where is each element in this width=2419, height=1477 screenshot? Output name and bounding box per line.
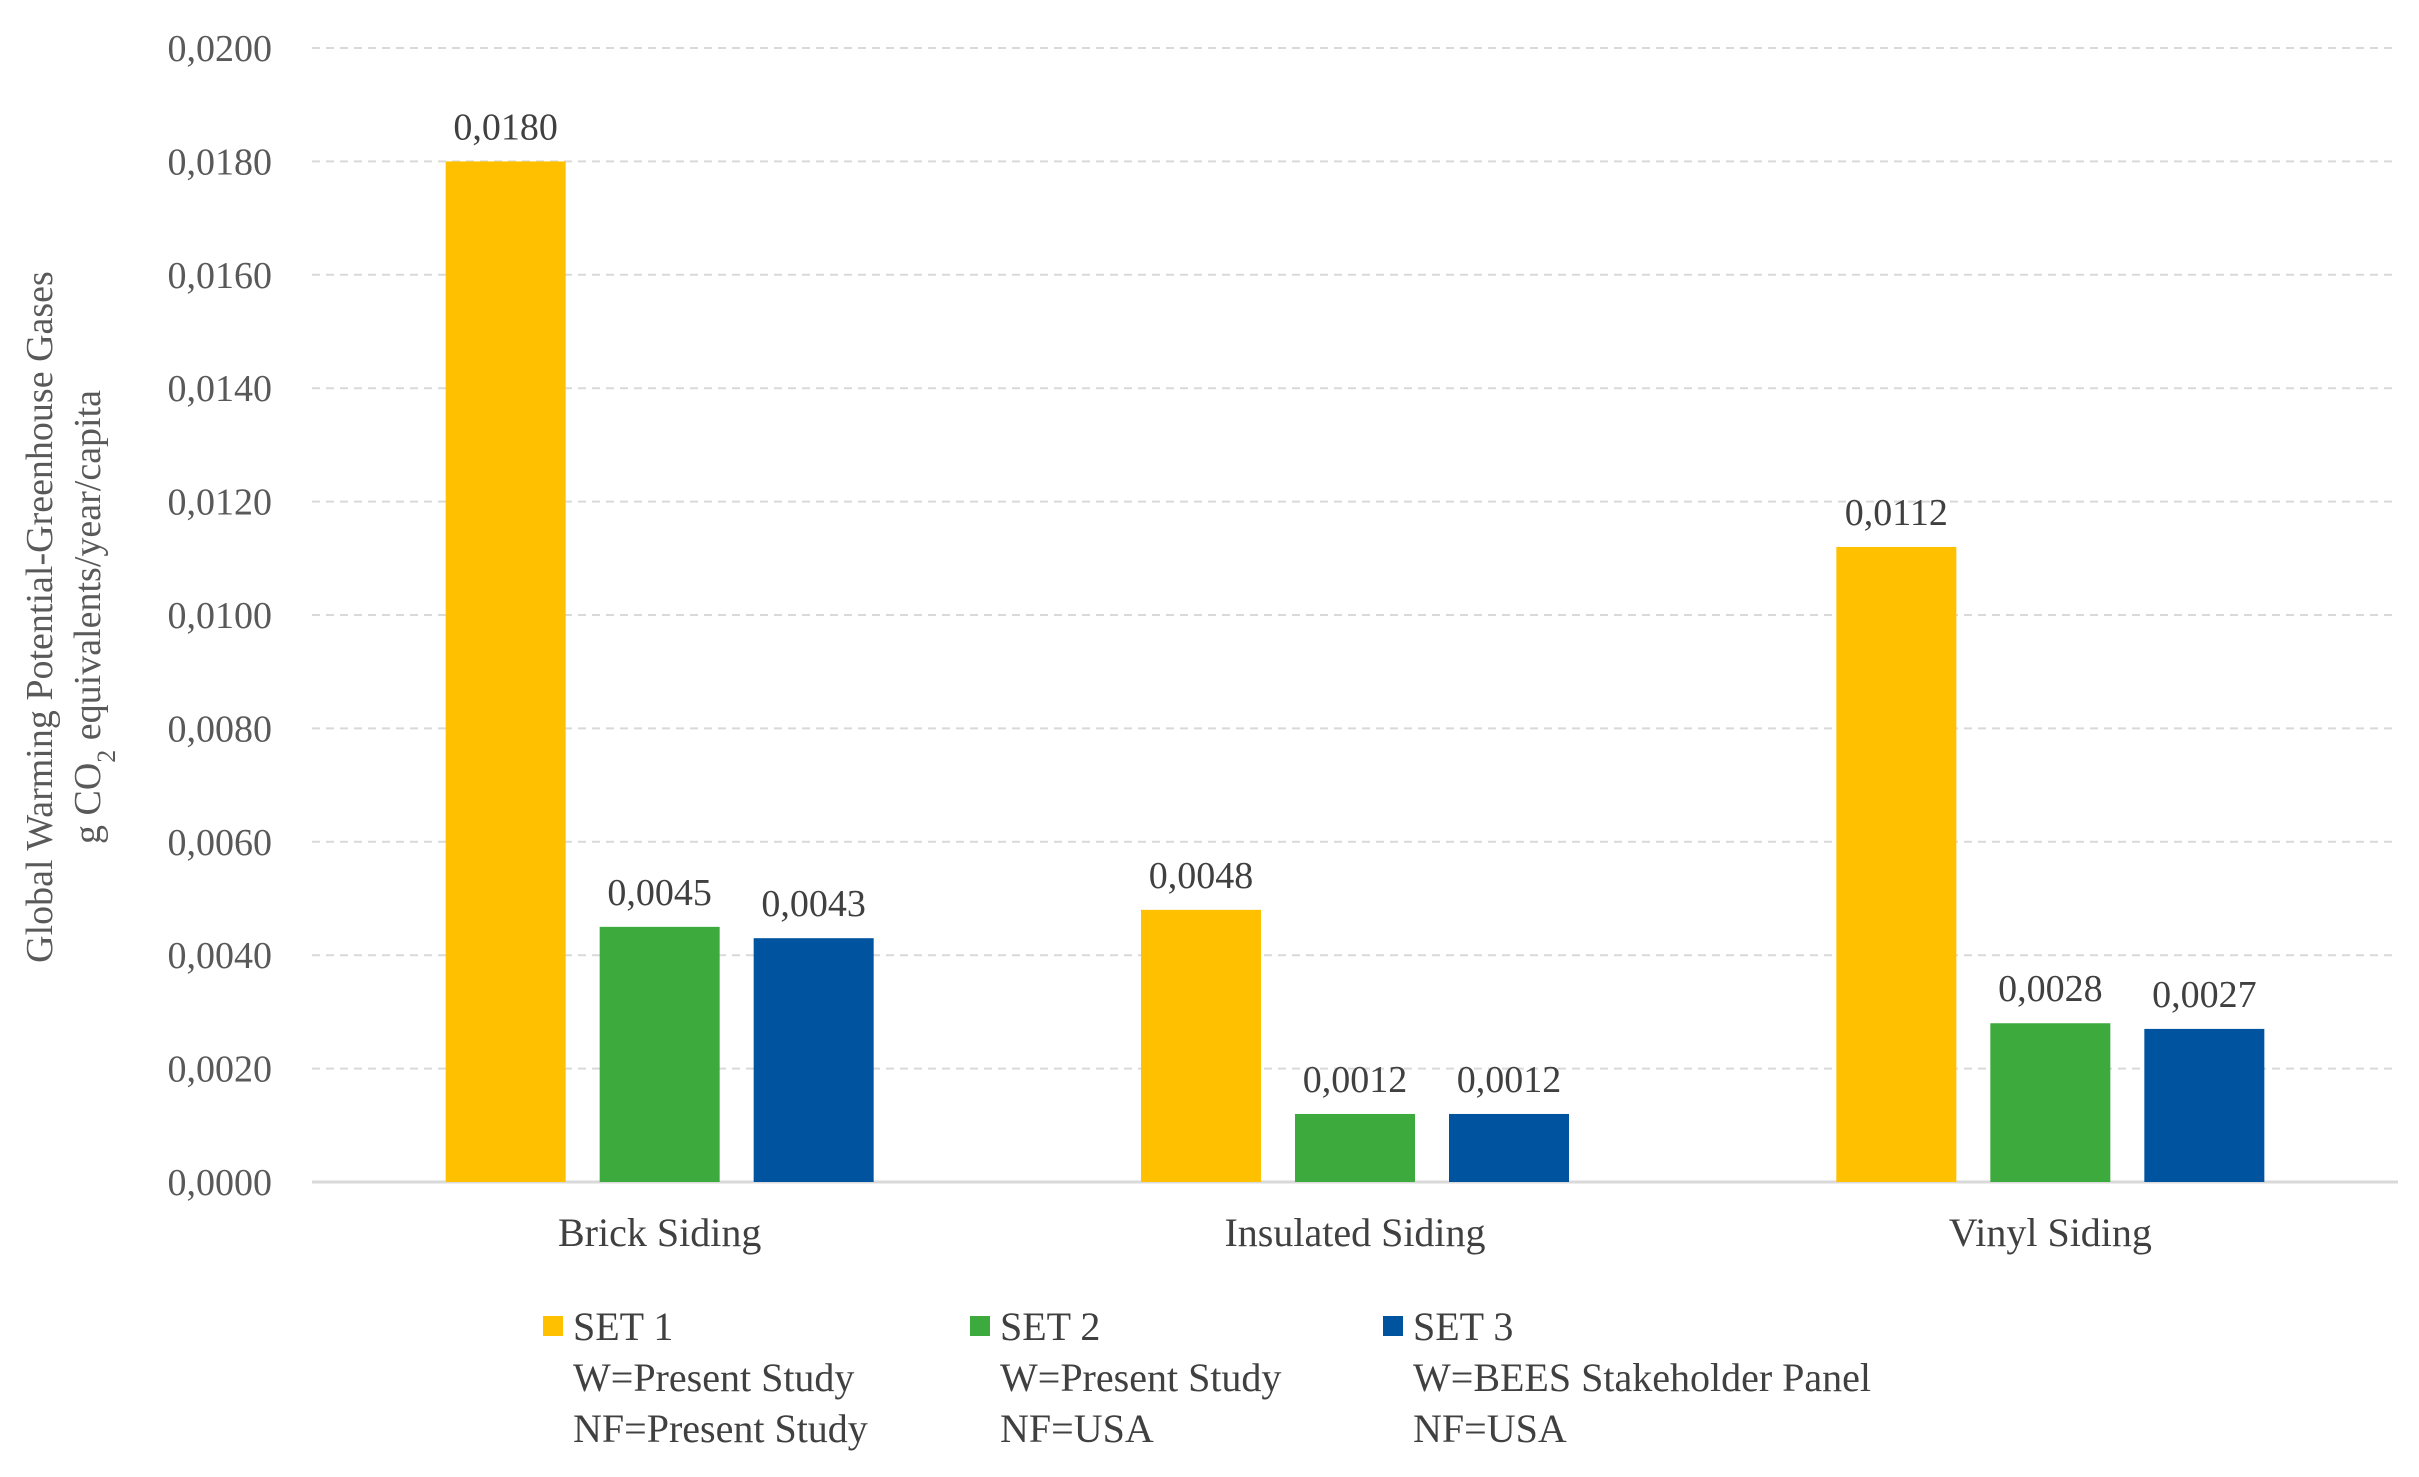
bars — [445, 161, 2265, 1182]
legend-label: W=BEES Stakeholder Panel — [1413, 1355, 1871, 1400]
legend: SET 1 W=Present Study NF=Present Study SET … — [543, 1304, 1871, 1451]
category-label: Vinyl Siding — [1949, 1210, 2152, 1255]
legend-label: SET 3 — [1413, 1304, 1513, 1349]
data-label: 0,0180 — [453, 106, 558, 148]
data-label: 0,0045 — [607, 872, 712, 914]
axes: 0,0000 0,0020 0,0040 0,0060 0,0080 0,0100 0,01… — [168, 28, 2398, 1255]
category-label: Brick Siding — [558, 1210, 761, 1255]
legend-label: SET 2 — [1000, 1304, 1100, 1349]
legend-swatch — [1383, 1316, 1403, 1336]
y-tick-label: 0,0020 — [168, 1049, 273, 1091]
y-axis-title: Global Warming Potential-Greenhouse Gase… — [19, 271, 121, 963]
legend-label: NF=USA — [1413, 1406, 1567, 1451]
y-tick-label: 0,0200 — [168, 28, 273, 70]
y-tick-label: 0,0180 — [168, 141, 273, 183]
bar — [1836, 546, 1957, 1182]
legend-swatch — [543, 1316, 563, 1336]
y-tick-label: 0,0060 — [168, 822, 273, 864]
bar — [1449, 1113, 1569, 1182]
bar — [2144, 1028, 2265, 1182]
y-tick-label: 0,0120 — [168, 482, 273, 524]
gridlines — [312, 47, 2398, 1070]
legend-label: SET 1 — [573, 1304, 673, 1349]
bar — [1990, 1023, 2111, 1182]
legend-swatch — [970, 1316, 990, 1336]
y-tick-label: 0,0100 — [168, 595, 273, 637]
bar — [1295, 1113, 1415, 1182]
bar — [599, 926, 720, 1182]
data-label: 0,0048 — [1149, 855, 1254, 897]
bar — [1141, 909, 1261, 1182]
y-tick-label: 0,0040 — [168, 935, 273, 977]
legend-label: NF=USA — [1000, 1406, 1154, 1451]
data-labels: 0,0180 0,0045 0,0043 0,0048 0,0012 0,0012 0,01… — [453, 106, 2256, 1101]
y-axis-title-line1: Global Warming Potential-Greenhouse Gase… — [19, 271, 61, 963]
y-tick-label: 0,0000 — [168, 1162, 273, 1204]
data-label: 0,0012 — [1457, 1059, 1562, 1101]
y-tick-label: 0,0080 — [168, 708, 273, 750]
y-axis-title-line2: g CO2 equivalents/year/capita — [67, 390, 121, 844]
data-label: 0,0028 — [1998, 968, 2103, 1010]
bar — [445, 161, 566, 1182]
bar — [753, 938, 874, 1182]
data-label: 0,0043 — [761, 883, 866, 925]
category-label: Insulated Siding — [1224, 1210, 1485, 1255]
data-label: 0,0012 — [1303, 1059, 1408, 1101]
legend-label: W=Present Study — [1000, 1355, 1281, 1400]
legend-label: W=Present Study — [573, 1355, 854, 1400]
data-label: 0,0027 — [2152, 974, 2257, 1016]
y-tick-label: 0,0160 — [168, 255, 273, 297]
legend-label: NF=Present Study — [573, 1406, 868, 1451]
data-label: 0,0112 — [1845, 492, 1948, 534]
y-tick-label: 0,0140 — [168, 368, 273, 410]
